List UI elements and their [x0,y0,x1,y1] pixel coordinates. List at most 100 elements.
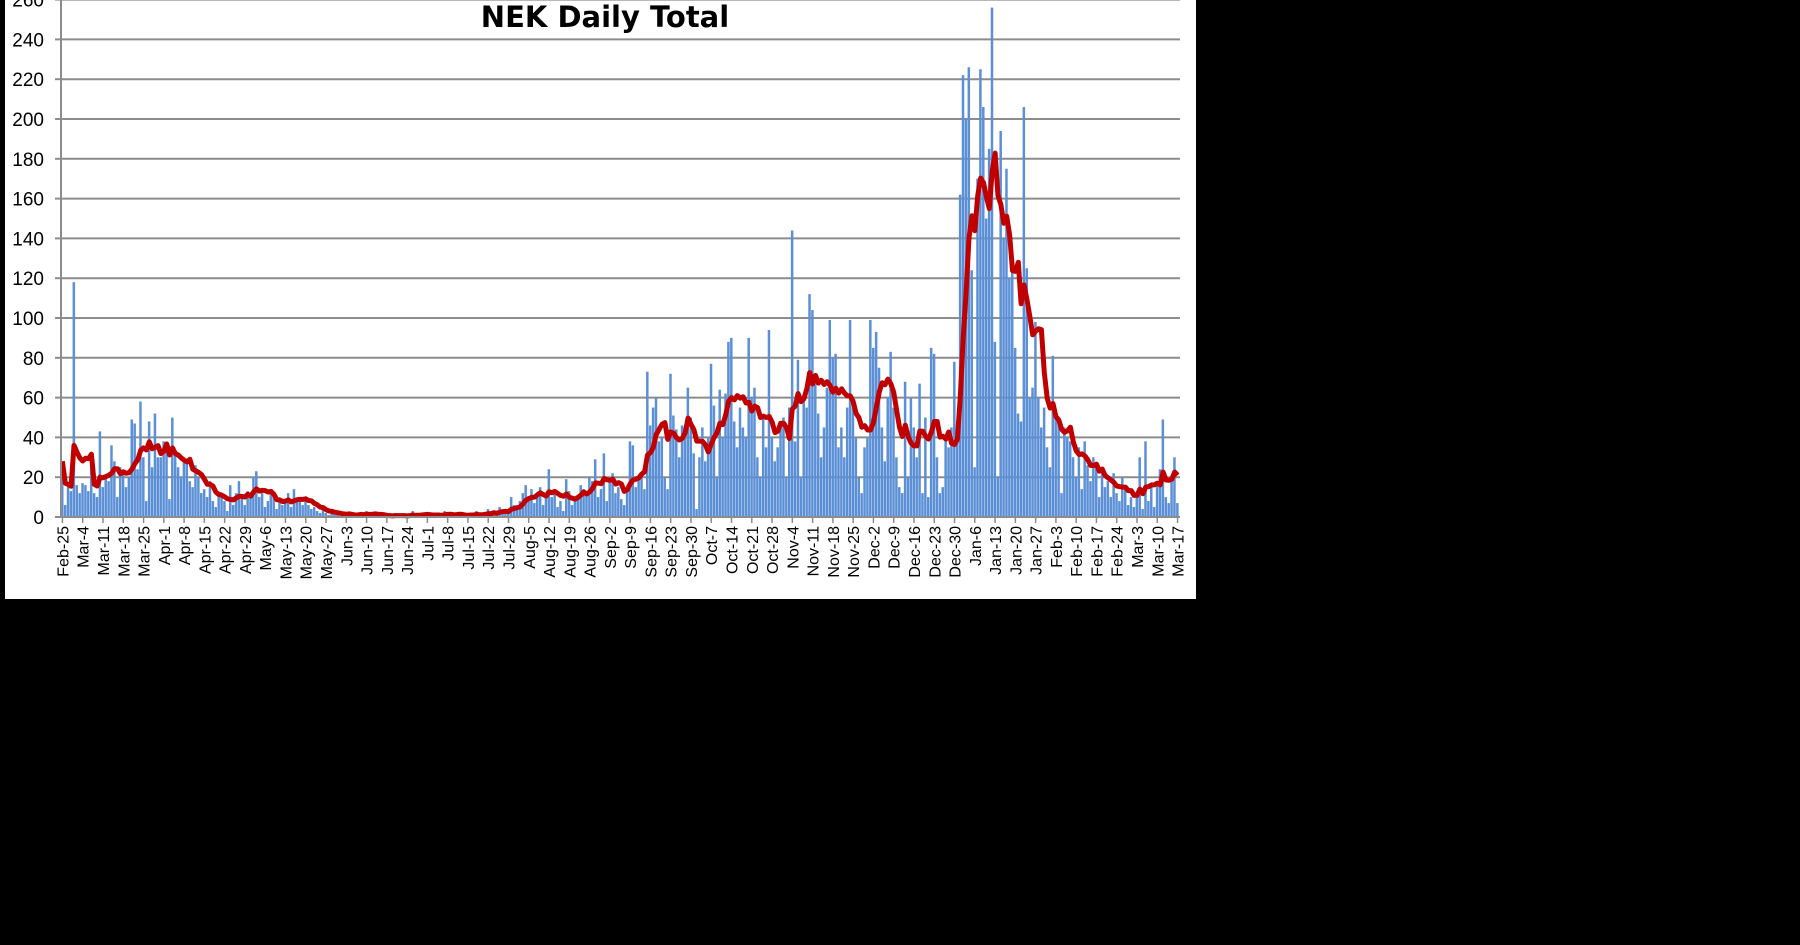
bar [1089,481,1092,517]
bar [686,387,690,517]
bar [648,425,652,517]
bar [614,493,617,517]
x-tick-label: Oct-28 [765,526,782,574]
bar [168,499,171,517]
bar [185,461,189,517]
bar [761,417,765,517]
bar [75,485,78,517]
bar [1112,473,1115,517]
bar [1092,457,1095,517]
bar [660,437,664,517]
bar [935,457,939,517]
moving-average-line [59,150,1180,519]
y-tick-label: 140 [12,229,44,250]
bar [892,407,895,517]
x-tick-label: Nov-11 [806,526,823,576]
bar [851,397,855,517]
x-axis-ticks: Feb-25 Mar-4 Mar-11 Mar-18 Mar-25 Apr-1 Apr-8 A… [55,517,1188,579]
bar [330,511,333,517]
x-tick-label: Aug-12 [542,526,559,578]
bar [315,511,319,517]
x-tick-label: Mar-10 [1150,526,1167,577]
bar [1068,441,1072,517]
bar [61,461,64,517]
bar [173,453,177,517]
bar [1161,419,1165,517]
bar [611,473,614,517]
bar [1008,278,1011,517]
bar [1155,481,1159,517]
bar [205,497,209,517]
bar [78,493,81,517]
bar [257,497,261,517]
bar [979,69,982,517]
bar [182,457,186,517]
bar [536,493,539,517]
x-tick-label: Sep-9 [623,526,640,569]
bar [246,491,249,517]
x-tick-label: Jul-8 [441,526,458,561]
bar [906,477,910,517]
bar [1097,497,1101,517]
bar [1034,321,1037,517]
bar [121,473,125,517]
bar [857,477,860,517]
bar [802,397,805,517]
bar [764,447,768,517]
bar [617,487,620,517]
bar [113,461,116,517]
bar [967,67,971,517]
bar [147,421,151,517]
bar [834,353,837,517]
bar [98,431,102,517]
bar [703,461,707,517]
bar [1039,427,1043,517]
bar [793,441,797,517]
bar [1132,507,1136,517]
bar [530,489,533,517]
bar [608,481,611,517]
bar [785,477,788,517]
bar [984,218,988,517]
bar [1031,387,1034,517]
x-tick-label: Jan-27 [1029,526,1046,575]
bar [84,485,87,517]
bar [747,337,750,517]
chart-title: NEK Daily Total [481,0,729,34]
bar [101,487,105,517]
bar [782,417,785,517]
bar [738,407,742,517]
bar [953,361,956,517]
bar [579,485,582,517]
bar [197,477,200,517]
y-tick-label: 200 [12,110,44,131]
bar [863,447,866,517]
bar [767,329,771,517]
y-tick-label: 20 [23,468,44,489]
bar [89,459,93,517]
bar [1123,487,1127,517]
bar [1106,481,1110,517]
x-tick-label: Dec-9 [887,526,904,569]
x-tick-label: Feb-17 [1089,526,1106,577]
bar [118,467,122,517]
bar [811,310,814,517]
x-tick-label: Sep-16 [643,526,660,578]
bar [701,427,704,517]
bar [695,509,698,517]
y-tick-label: 60 [23,389,44,410]
bar [81,483,84,517]
bar [883,461,887,517]
bar [544,495,548,517]
bar [732,421,736,517]
bar [1042,407,1046,517]
bar [950,427,953,517]
x-tick-label: Aug-5 [522,526,539,569]
bar [1126,505,1130,517]
bar [1025,268,1028,517]
bar [840,427,843,517]
bar [72,282,76,517]
bar [680,425,684,517]
x-tick-label: Nov-18 [826,526,843,578]
bar [828,319,832,517]
